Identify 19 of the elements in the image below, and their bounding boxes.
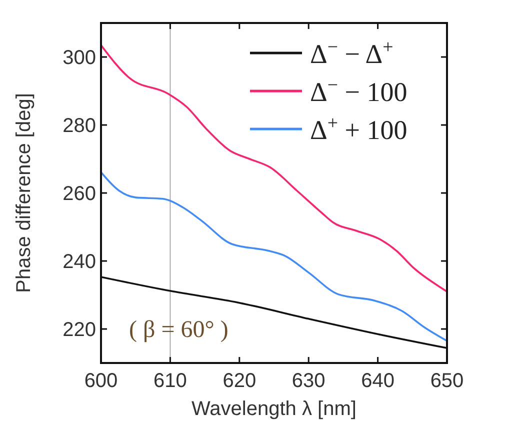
line-series — [101, 44, 447, 292]
legend-label: Δ$^{−}$ − 100 — [310, 74, 408, 107]
y-tick-label: 300 — [62, 47, 96, 69]
annotation: ( β = 60° ) — [129, 317, 228, 343]
y-axis-title: Phase difference [deg] — [13, 93, 35, 293]
legend-label: Δ$^{−}$ − Δ$^{+}$ — [310, 36, 394, 69]
x-tick-label: 620 — [222, 370, 256, 392]
legend-label: Δ$^{+}$ + 100 — [310, 112, 408, 145]
y-tick-label: 260 — [62, 183, 96, 205]
x-tick-label: 630 — [292, 370, 326, 392]
x-tick-label: 650 — [430, 370, 464, 392]
y-tick-label: 220 — [62, 319, 96, 341]
y-tick-label: 280 — [62, 115, 96, 137]
line-series — [101, 171, 447, 342]
x-axis-title: Wavelength λ [nm] — [192, 398, 356, 420]
y-tick-label: 240 — [62, 251, 96, 273]
x-tick-label: 600 — [84, 370, 118, 392]
x-tick-label: 610 — [154, 370, 187, 392]
x-tick-label: 640 — [361, 370, 394, 392]
